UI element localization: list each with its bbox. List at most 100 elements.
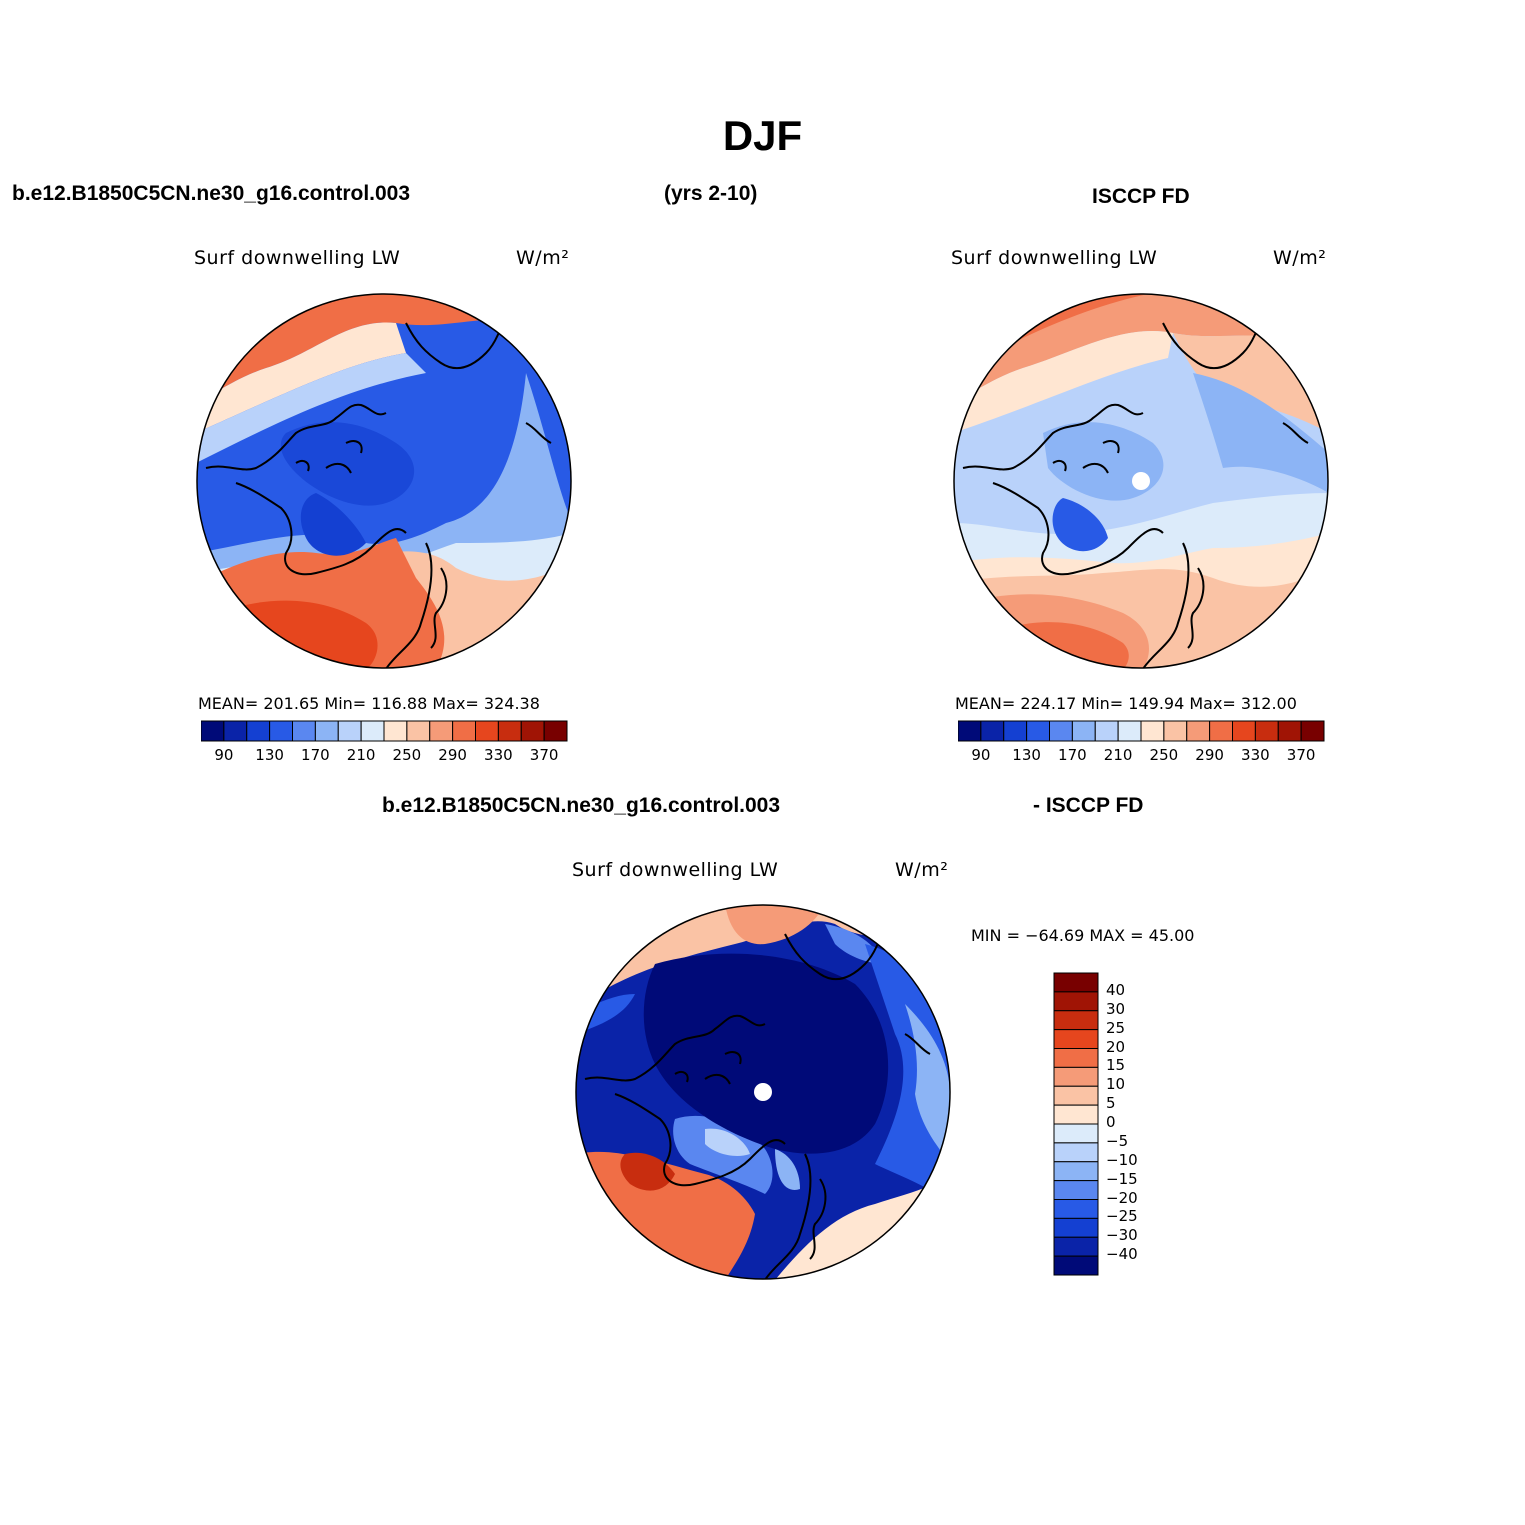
diff-obs-label: - ISCCP FD [1033,794,1144,817]
colorbar-swatch [1071,720,1096,742]
pole-missing-marker [1132,472,1150,490]
diff-stats: MIN = −64.69 MAX = 45.00 [971,926,1195,945]
colorbar-swatch [1053,1010,1099,1031]
figure-title: DJF [722,112,803,159]
colorbar-swatch [1053,1029,1099,1050]
colorbar-tick-label: 130 [1012,746,1041,764]
colorbar-tick-label: −25 [1106,1207,1138,1226]
colorbar-swatch [1209,720,1234,742]
colorbar-swatch [1053,1180,1099,1201]
colorbar-swatch [1163,720,1188,742]
colorbar-swatch [1049,720,1073,742]
model-polar-map [196,293,572,669]
colorbar-swatch [1277,720,1302,742]
colorbar-swatch [1140,720,1165,742]
colorbar-tick-label: 330 [1241,746,1270,764]
colorbar-swatch [1254,720,1279,742]
colorbar-tick-label: −15 [1106,1169,1138,1188]
colorbar-tick-label: 170 [301,746,330,764]
colorbar-swatch [201,720,225,742]
case-name-label: b.e12.B1850C5CN.ne30_g16.control.003 [12,182,411,205]
colorbar-tick-label: 210 [1103,746,1133,764]
colorbar-swatch [1053,991,1099,1012]
colorbar-swatch [1094,720,1119,742]
colorbar-swatch [958,720,982,742]
colorbar-tick-label: 130 [255,746,284,764]
colorbar-swatch [1053,1217,1099,1238]
colorbar-swatch [246,720,271,742]
colorbar-swatch [1053,1123,1099,1144]
model-stats: MEAN= 201.65 Min= 116.88 Max= 324.38 [198,694,540,713]
pole-missing-marker [754,1083,772,1101]
colorbar-tick-label: 370 [1286,746,1316,764]
colorbar-tick-label: 20 [1106,1037,1126,1056]
obs-units-label: W/m² [1273,247,1327,269]
colorbar-tick-label: 290 [1195,746,1224,764]
colorbar-tick-label: 330 [484,746,513,764]
colorbar-swatch [1232,720,1256,742]
colorbar-tick-label: −5 [1106,1131,1129,1150]
colorbar-tick-label: 40 [1106,980,1126,999]
colorbar-swatch [406,720,431,742]
model-units-label: W/m² [516,247,570,269]
colorbar-swatch [1053,1161,1099,1182]
colorbar-tick-label: −20 [1106,1188,1138,1207]
diff-polar-map [575,904,951,1280]
colorbar-tick-label: 90 [971,746,991,764]
colorbar-tick-label: 170 [1058,746,1087,764]
colorbar-swatch [223,720,248,742]
model-field-label: Surf downwelling LW [194,247,401,269]
diff-case-label: b.e12.B1850C5CN.ne30_g16.control.003 [382,794,781,817]
colorbar-tick-label: 370 [529,746,559,764]
colorbar-tick-label: 30 [1106,999,1126,1018]
colorbar-tick-label: 15 [1106,1056,1126,1075]
obs-polar-map [953,293,1329,669]
diff-field-label: Surf downwelling LW [572,859,779,881]
colorbar-tick-label: 250 [1149,746,1179,764]
colorbar-swatch [520,720,545,742]
colorbar-tick-label: 250 [392,746,422,764]
years-label: (yrs 2-10) [664,182,758,205]
colorbar-swatch [452,720,477,742]
model-colorbar-ticks: 90 130 170 210 250 290 330 370 [201,746,568,766]
colorbar-swatch [1117,720,1142,742]
colorbar-swatch [1053,1199,1099,1219]
colorbar-swatch [1053,1236,1099,1257]
obs-colorbar-ticks: 90 130 170 210 250 290 330 370 [958,746,1325,766]
colorbar-swatch [543,720,568,742]
colorbar-swatch [383,720,408,742]
colorbar-swatch [1053,1085,1099,1106]
colorbar-tick-label: 290 [438,746,467,764]
obs-colorbar [958,720,1325,742]
colorbar-swatch [1053,1066,1099,1087]
colorbar-swatch [1053,1255,1099,1276]
diff-colorbar-ticks: 40 30 25 20 15 10 5 0 −5 −10 −15 −20 −25 −30 −40 [1106,972,1166,1276]
colorbar-swatch [1186,720,1211,742]
colorbar-swatch [1003,720,1028,742]
model-colorbar [201,720,568,742]
colorbar-swatch [1300,720,1325,742]
colorbar-swatch [360,720,385,742]
diff-colorbar [1053,972,1099,1276]
colorbar-tick-label: 90 [214,746,234,764]
colorbar-tick-label: −30 [1106,1226,1138,1245]
colorbar-tick-label: −40 [1106,1245,1138,1264]
colorbar-swatch [980,720,1005,742]
colorbar-tick-label: 10 [1106,1075,1126,1094]
colorbar-tick-label: 25 [1106,1018,1126,1037]
colorbar-swatch [292,720,316,742]
obs-field-label: Surf downwelling LW [951,247,1158,269]
colorbar-swatch [337,720,362,742]
colorbar-swatch [269,720,294,742]
colorbar-swatch [429,720,454,742]
colorbar-swatch [314,720,339,742]
colorbar-swatch [1026,720,1051,742]
colorbar-swatch [1053,972,1099,993]
diff-units-label: W/m² [895,859,949,881]
colorbar-tick-label: −10 [1106,1150,1138,1169]
colorbar-swatch [1053,1104,1099,1125]
colorbar-tick-label: 5 [1106,1094,1116,1113]
colorbar-swatch [1053,1142,1099,1163]
colorbar-tick-label: 210 [346,746,376,764]
colorbar-swatch [1053,1048,1099,1068]
